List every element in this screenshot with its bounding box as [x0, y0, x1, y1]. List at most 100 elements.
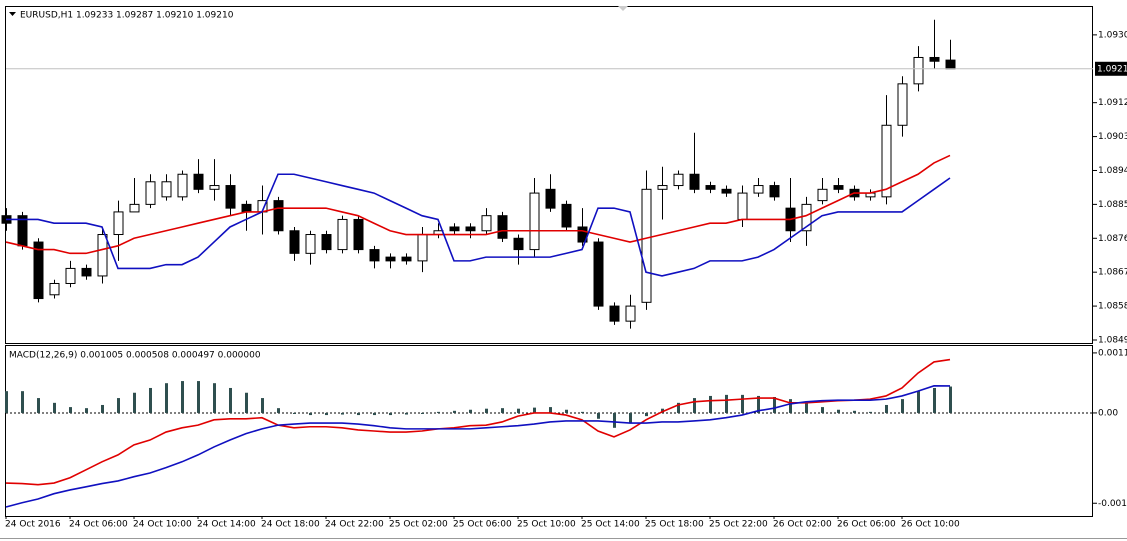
- candle-body: [897, 83, 908, 126]
- candle-body: [929, 56, 940, 62]
- histogram-bar: [885, 404, 888, 413]
- histogram-bar: [949, 386, 952, 413]
- candle-body: [49, 282, 60, 296]
- candle-body: [81, 267, 92, 277]
- candle-body: [289, 230, 300, 254]
- candle-body: [209, 185, 220, 190]
- candle-body: [513, 237, 524, 251]
- histogram-bar: [213, 383, 216, 413]
- candle-body: [657, 185, 668, 190]
- x-tick-label: 25 Oct 18:00: [645, 520, 704, 530]
- histogram-bar: [389, 412, 392, 416]
- candle-body: [465, 226, 476, 232]
- x-tick-label: 26 Oct 06:00: [837, 520, 896, 530]
- histogram-bar: [261, 398, 264, 413]
- histogram-bar: [501, 408, 504, 413]
- histogram-bar: [597, 412, 600, 419]
- candle-body: [177, 173, 188, 198]
- y-tick-label: 0.00: [1098, 408, 1118, 418]
- histogram-bar: [309, 412, 312, 416]
- histogram-bar: [709, 395, 712, 413]
- histogram-bar: [725, 394, 728, 413]
- candle-body: [641, 188, 652, 303]
- x-tick-label: 25 Oct 14:00: [581, 520, 640, 530]
- histogram-bar: [453, 410, 456, 413]
- histogram-bar: [197, 381, 200, 413]
- candle-body: [385, 256, 396, 262]
- macd-line: [5, 385, 951, 508]
- candle-body: [609, 305, 620, 322]
- x-tick-label: 24 Oct 10:00: [133, 520, 192, 530]
- menu-triangle: [9, 12, 16, 16]
- histogram-bar: [485, 408, 488, 413]
- candle-body: [753, 185, 764, 194]
- candle-body: [225, 185, 236, 209]
- histogram-bar: [357, 412, 360, 416]
- x-tick-label: 24 Oct 18:00: [261, 520, 320, 530]
- candle-body: [737, 192, 748, 220]
- x-tick-label: 24 Oct 22:00: [325, 520, 384, 530]
- histogram-bar: [933, 387, 936, 413]
- candle-body: [881, 124, 892, 198]
- histogram-bar: [85, 408, 88, 413]
- histogram-bar: [757, 395, 760, 413]
- histogram-bar: [229, 387, 232, 413]
- y-tick-label: 1.0876: [1098, 234, 1127, 244]
- x-tick-label: 25 Oct 22:00: [709, 520, 768, 530]
- histogram-bar: [837, 409, 840, 413]
- histogram-bar: [549, 407, 552, 413]
- candle-body: [273, 200, 284, 232]
- histogram-bar: [101, 404, 104, 413]
- candle-body: [113, 211, 124, 236]
- histogram-bar: [117, 398, 120, 413]
- macd-title: MACD(12,26,9) 0.001005 0.000508 0.000497…: [9, 351, 261, 361]
- histogram-bar: [245, 392, 248, 413]
- candle-body: [353, 218, 364, 251]
- x-tick-label: 25 Oct 10:00: [517, 520, 576, 530]
- overlay-line: [5, 154, 951, 255]
- candle-body: [369, 249, 380, 262]
- candle-body: [65, 267, 76, 284]
- x-tick-label: 26 Oct 02:00: [773, 520, 832, 530]
- histogram-bar: [165, 383, 168, 413]
- candle-body: [625, 305, 636, 322]
- histogram-bar: [181, 381, 184, 413]
- histogram-bar: [869, 411, 872, 413]
- price-label: 1.0921: [1097, 64, 1127, 74]
- y-tick-label: 1.0849: [1098, 335, 1127, 345]
- histogram-bar: [469, 409, 472, 413]
- chart-title: EURUSD,H1 1.09233 1.09287 1.09210 1.0921…: [20, 11, 234, 21]
- y-tick-label: -0.0017: [1098, 499, 1127, 509]
- x-tick-label: 25 Oct 02:00: [389, 520, 448, 530]
- histogram-bar: [821, 407, 824, 413]
- candle-body: [769, 185, 780, 198]
- candle-body: [561, 203, 572, 228]
- histogram-bar: [677, 402, 680, 413]
- histogram-bar: [293, 412, 296, 414]
- histogram-bar: [325, 412, 328, 416]
- candle-body: [705, 185, 716, 190]
- candle-body: [305, 234, 316, 254]
- histogram-bar: [581, 411, 584, 413]
- histogram-bar: [277, 408, 280, 413]
- candle-body: [129, 203, 140, 213]
- histogram-bar: [341, 412, 344, 415]
- candle-body: [529, 192, 540, 251]
- candle-body: [97, 234, 108, 277]
- histogram-bar: [773, 397, 776, 413]
- price-panel: [5, 6, 1093, 344]
- histogram-bar: [133, 392, 136, 413]
- histogram-bar: [805, 402, 808, 413]
- y-tick-label: 1.0912: [1098, 98, 1127, 108]
- histogram-bar: [53, 402, 56, 413]
- candle-body: [145, 181, 156, 205]
- histogram-bar: [437, 411, 440, 413]
- y-tick-label: 1.0858: [1098, 302, 1127, 312]
- candle-body: [481, 215, 492, 232]
- x-tick-label: 26 Oct 10:00: [901, 520, 960, 530]
- candle-body: [321, 234, 332, 251]
- histogram-bar: [405, 412, 408, 415]
- candle-body: [593, 241, 604, 307]
